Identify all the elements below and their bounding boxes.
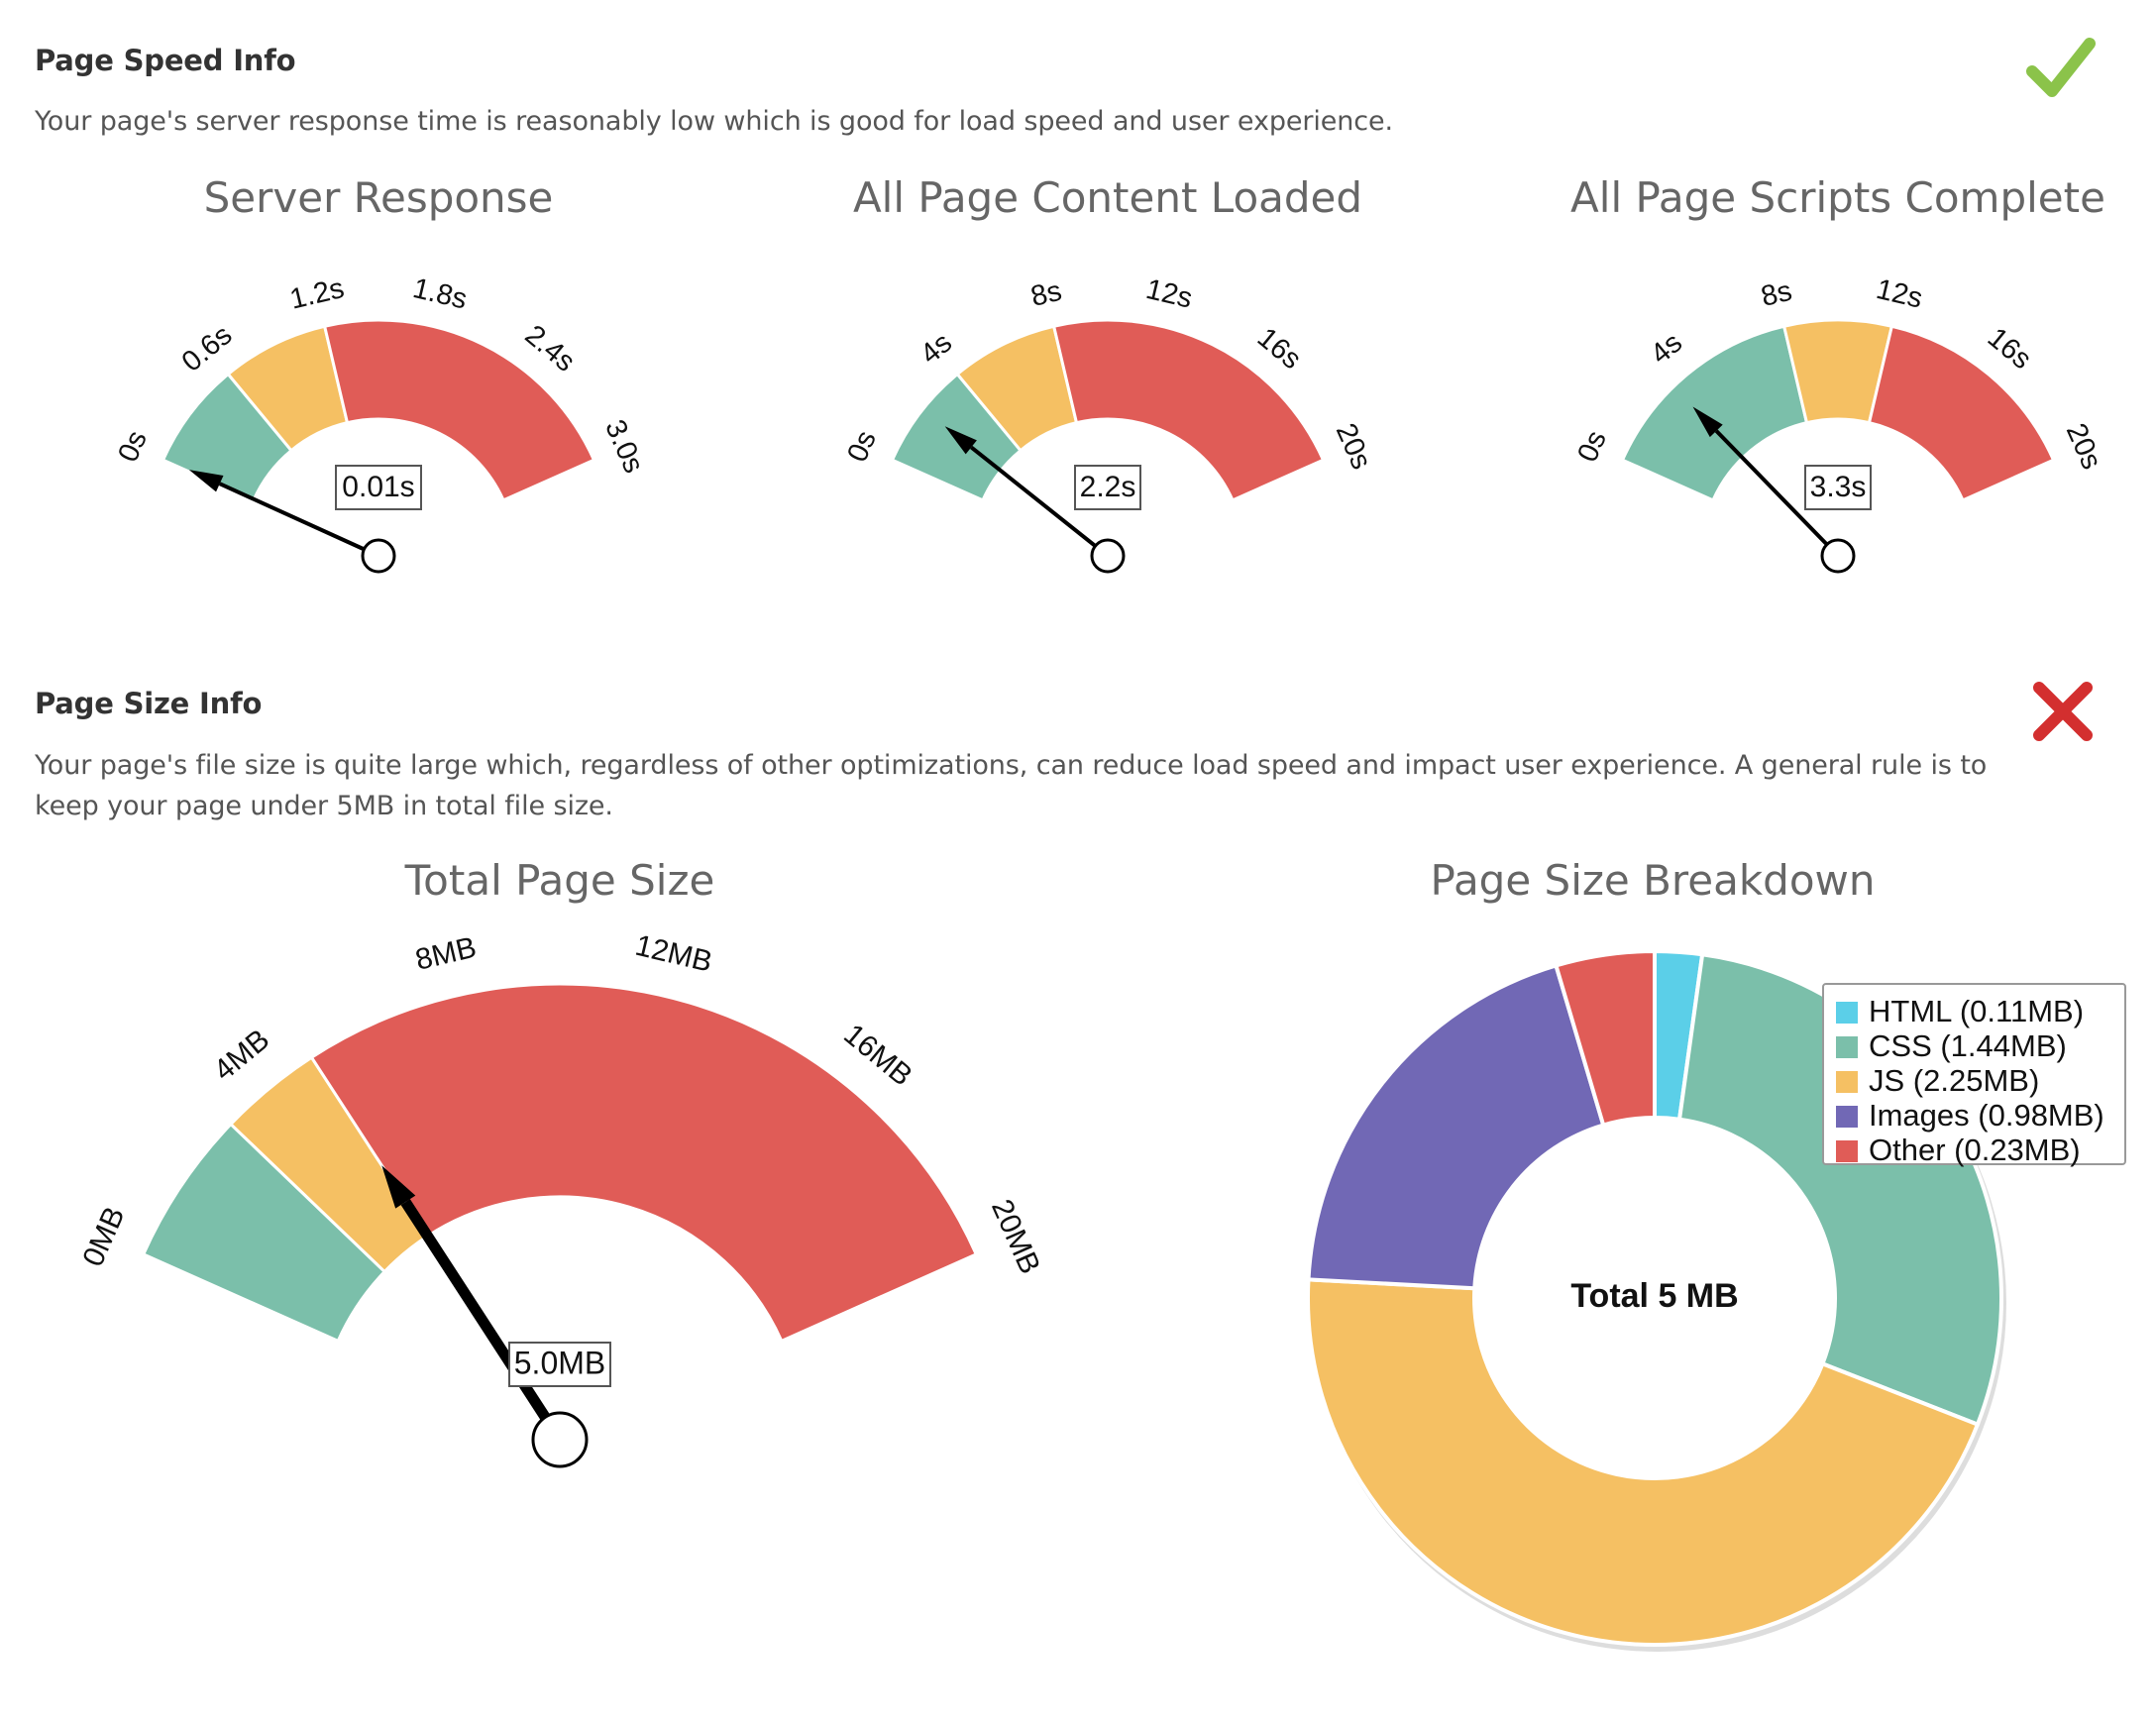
gauge-band-good	[1620, 324, 1809, 502]
gauge-needle-head	[381, 1165, 416, 1209]
page-speed-description: Your page's server response time is reas…	[35, 106, 1394, 137]
gauge-tick-label: 16MB	[837, 1018, 917, 1092]
gauge-needle-pivot	[1090, 538, 1126, 574]
legend-item-css: CSS (1.44MB)	[1869, 1028, 2067, 1063]
gauge-needle	[1714, 429, 1829, 546]
gauge-tick-label: 0s	[112, 426, 154, 467]
gauge-needle-pivot	[1820, 538, 1856, 574]
gauge-3: 0MB 4MB 8MB 12MB 16MB 20MB 5.0MB	[76, 929, 1046, 1468]
gauge-band-bad	[1867, 324, 2056, 502]
chart-title-scripts-complete: All Page Scripts Complete	[1570, 173, 2105, 222]
legend-item-images: Images (0.98MB)	[1869, 1098, 2104, 1133]
legend-item-js: JS (2.25MB)	[1869, 1063, 2039, 1098]
gauge-1: 0s 4s 8s 12s 16s 20s 2.2s	[841, 273, 1377, 574]
gauge-tick-label: 2.4s	[519, 319, 582, 378]
gauge-tick-label: 20MB	[985, 1195, 1046, 1279]
page-speed-heading: Page Speed Info	[35, 44, 296, 77]
gauge-tick-label: 4s	[1645, 327, 1688, 371]
gauge-tick-label: 12s	[1143, 273, 1196, 315]
gauge-needle-head	[188, 470, 224, 492]
legend-swatch-html	[1836, 1002, 1858, 1024]
gauge-band-bad	[322, 318, 596, 502]
gauge-tick-label: 1.8s	[410, 272, 471, 316]
checkmark-icon	[2026, 38, 2096, 97]
gauge-tick-label: 8s	[1027, 275, 1064, 313]
gauge-needle	[970, 445, 1097, 548]
gauge-0: 0s 0.6s 1.2s 1.8s 2.4s 3.0s 0.01s	[112, 272, 650, 574]
gauge-tick-label: 20s	[1330, 419, 1377, 475]
gauge-tick-label: 16s	[1251, 322, 1307, 376]
cross-icon	[2033, 682, 2093, 741]
gauge-needle	[218, 482, 366, 552]
donut-center-label: Total 5 MB	[1570, 1277, 1738, 1315]
gauge-value-box	[508, 1342, 611, 1387]
chart-title-server-response: Server Response	[203, 173, 554, 222]
gauge-tick-label: 0MB	[76, 1202, 131, 1271]
gauge-value-box	[1804, 465, 1872, 510]
gauge-tick-label: 4s	[915, 327, 958, 371]
donut-chart: Total 5 MB	[1306, 948, 2006, 1652]
gauge-value-label: 5.0MB	[514, 1345, 605, 1380]
gauge-value-label: 2.2s	[1080, 471, 1136, 503]
chart-title-page-size-breakdown: Page Size Breakdown	[1430, 856, 1876, 905]
gauge-tick-label: 12MB	[632, 929, 715, 979]
gauge-tick-label: 3.0s	[598, 415, 650, 478]
gauge-tick-label: 20s	[2060, 419, 2107, 475]
page-size-description-line2: keep your page under 5MB in total file s…	[35, 791, 613, 821]
gauge-2: 0s 4s 8s 12s 16s 20s 3.3s	[1571, 273, 2107, 574]
legend-swatch-images	[1836, 1106, 1858, 1128]
page-size-heading: Page Size Info	[35, 687, 263, 720]
gauge-needle-pivot	[361, 538, 396, 574]
gauge-tick-label: 1.2s	[287, 272, 348, 316]
legend-box	[1822, 983, 2126, 1165]
legend-swatch-js	[1836, 1071, 1858, 1093]
gauge-tick-label: 12s	[1874, 273, 1926, 315]
donut-legend: HTML (0.11MB)CSS (1.44MB)JS (2.25MB)Imag…	[1822, 983, 2126, 1167]
gauge-band-bad	[309, 982, 979, 1344]
gauge-tick-label: 4MB	[208, 1024, 276, 1088]
gauge-needle-head	[1692, 406, 1723, 438]
gauge-tick-label: 16s	[1982, 322, 2037, 376]
chart-title-total-page-size: Total Page Size	[404, 856, 715, 905]
gauge-tick-label: 8s	[1758, 275, 1794, 313]
page-size-description-line1: Your page's file size is quite large whi…	[35, 750, 1988, 781]
legend-item-other: Other (0.23MB)	[1869, 1133, 2081, 1167]
gauge-tick-label: 0s	[1571, 426, 1613, 467]
gauge-value-label: 3.3s	[1810, 471, 1867, 503]
gauge-needle-head	[944, 426, 977, 455]
gauge-value-label: 0.01s	[342, 471, 414, 503]
gauge-tick-label: 8MB	[412, 931, 480, 977]
gauge-value-box	[1074, 465, 1141, 510]
chart-title-content-loaded: All Page Content Loaded	[852, 173, 1363, 222]
legend-swatch-css	[1836, 1036, 1858, 1058]
legend-item-html: HTML (0.11MB)	[1869, 994, 2084, 1028]
gauge-tick-label: 0.6s	[176, 319, 239, 378]
gauge-tick-label: 0s	[841, 426, 883, 467]
gauge-value-box	[335, 465, 422, 510]
donut-hole	[1474, 1118, 1835, 1478]
gauge-needle-pivot	[531, 1411, 589, 1468]
gauge-band-bad	[1051, 318, 1326, 502]
legend-swatch-other	[1836, 1140, 1858, 1162]
